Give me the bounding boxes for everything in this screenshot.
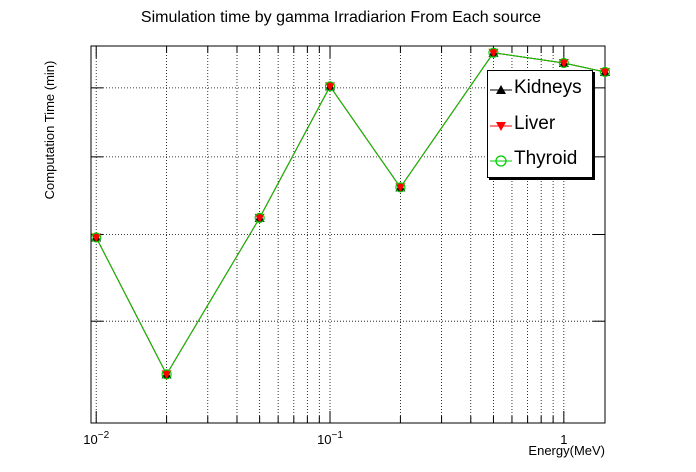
data-point-liver [325, 82, 336, 92]
data-point-thyroid [91, 232, 102, 243]
y-axis-label: Computation Time (min) [42, 61, 57, 200]
data-point-liver [600, 68, 610, 78]
data-point-liver [91, 233, 102, 243]
series-line-thyroid [95, 52, 606, 376]
series-layer [91, 47, 611, 380]
data-point-thyroid [488, 47, 499, 58]
data-point-liver [161, 370, 172, 380]
legend-item-thyroid: Thyroid [488, 146, 592, 176]
thyroid-marker-icon [490, 155, 512, 167]
data-point-thyroid [324, 81, 336, 92]
data-point-thyroid [558, 57, 569, 69]
x-tick-label-exponent: −2 [98, 430, 110, 441]
data-point-thyroid [254, 212, 265, 224]
x-tick-label: 10−1 [317, 430, 343, 447]
x-tick-label-exponent: −1 [332, 430, 344, 441]
data-point-thyroid [599, 66, 611, 78]
legend-label-thyroid: Thyroid [514, 148, 578, 169]
x-tick-label: 10−2 [83, 430, 109, 447]
legend-item-liver: Liver [488, 111, 592, 141]
x-tick-label-base: 10 [83, 432, 97, 447]
kidneys-marker-icon [490, 85, 512, 94]
data-point-thyroid [395, 182, 406, 193]
x-tick-label-base: 10 [317, 432, 331, 447]
data-point-liver [488, 48, 499, 58]
x-axis-label: Energy(MeV) [528, 443, 605, 458]
chart-title: Simulation time by gamma Irradiarion Fro… [141, 9, 541, 26]
legend-label-kidneys: Kidneys [514, 77, 582, 98]
legend-item-kidneys: Kidneys [488, 75, 592, 105]
ticks: 10−2 10−1 1 [83, 46, 605, 447]
data-point-thyroid [161, 369, 172, 380]
x-tick-label-base: 1 [560, 432, 567, 447]
liver-marker-icon [490, 122, 512, 131]
legend-label-liver: Liver [514, 113, 556, 134]
data-point-liver [395, 183, 406, 193]
legend: Kidneys Liver Thyroid [487, 70, 593, 178]
data-point-liver [558, 58, 569, 68]
x-tick-label: 1 [560, 432, 567, 447]
data-point-liver [254, 213, 265, 223]
